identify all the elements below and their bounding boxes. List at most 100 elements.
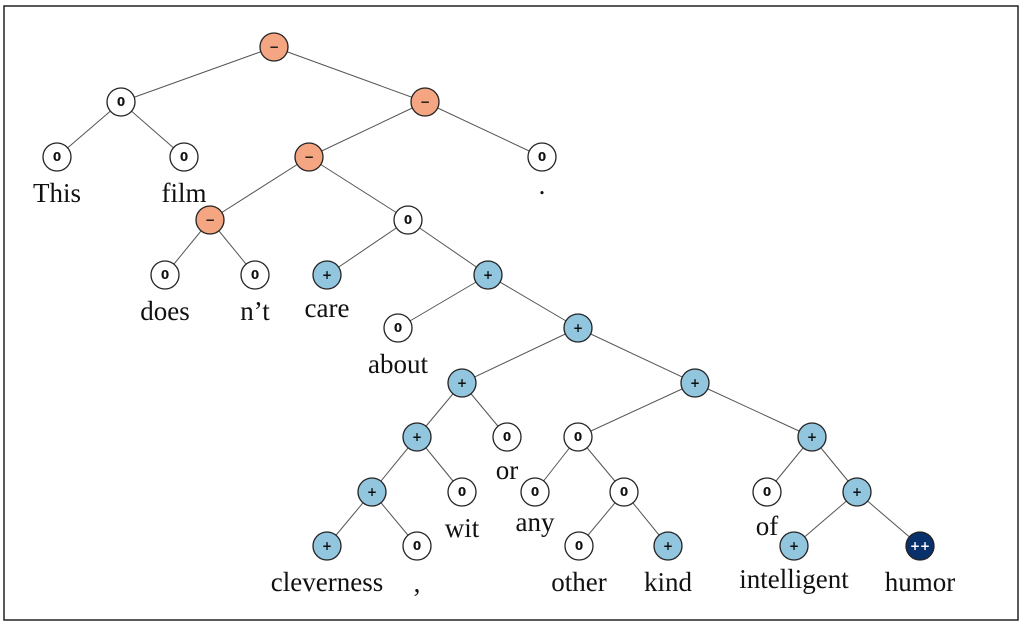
node — [169, 142, 199, 172]
node — [383, 313, 413, 343]
word: wit — [445, 513, 480, 543]
node — [520, 477, 550, 507]
node-label: 0 — [180, 150, 188, 164]
node — [779, 531, 809, 561]
word: other — [551, 567, 606, 597]
word: cleverness — [271, 567, 383, 597]
word: intelligent — [739, 564, 849, 594]
node-label: + — [322, 539, 332, 553]
node-label: + — [852, 485, 862, 499]
node — [752, 477, 782, 507]
node — [609, 477, 639, 507]
node-label: 0 — [161, 268, 169, 282]
edge — [407, 219, 489, 276]
edge — [577, 327, 696, 384]
word: n’t — [240, 296, 270, 326]
node-label: + — [789, 539, 799, 553]
node — [447, 477, 477, 507]
node — [312, 260, 342, 290]
node — [563, 313, 593, 343]
node-label: 0 — [251, 268, 259, 282]
node — [259, 32, 289, 62]
node — [195, 205, 225, 235]
word: any — [516, 507, 555, 537]
node — [42, 142, 72, 172]
edge — [424, 101, 543, 158]
edge — [273, 46, 426, 103]
edge — [487, 274, 579, 329]
node — [312, 531, 342, 561]
node-label: 0 — [117, 95, 125, 109]
node — [564, 531, 594, 561]
node-label: 0 — [404, 213, 412, 227]
node — [527, 142, 557, 172]
node — [473, 260, 503, 290]
node-label: + — [807, 430, 817, 444]
word: about — [368, 349, 428, 379]
node-label: 0 — [413, 539, 421, 553]
node-label: − — [420, 95, 430, 109]
node — [653, 531, 683, 561]
nodes: − 0 0 This 0 film − − 0. − 0 does 0 n’t 0 + care +0 about +… — [33, 32, 956, 598]
word: or — [496, 455, 519, 485]
node — [294, 142, 324, 172]
word: kind — [644, 567, 693, 597]
node — [842, 477, 872, 507]
node-label: 0 — [538, 150, 546, 164]
node-label: − — [269, 40, 279, 54]
word: . — [539, 170, 546, 200]
node-label: 0 — [575, 539, 583, 553]
node-label: + — [690, 376, 700, 390]
word: humor — [885, 567, 956, 597]
node-label: − — [304, 150, 314, 164]
word: care — [305, 293, 350, 323]
node — [905, 531, 935, 561]
node-label: + — [412, 430, 422, 444]
edge — [694, 382, 813, 438]
node — [393, 205, 423, 235]
node-label: + — [663, 539, 673, 553]
frame — [3, 5, 1019, 621]
node — [106, 87, 136, 117]
edge — [461, 327, 579, 384]
node — [563, 422, 593, 452]
node — [447, 368, 477, 398]
edge — [120, 46, 275, 103]
word: This — [33, 178, 81, 208]
edge — [326, 219, 409, 276]
node-label: + — [457, 376, 467, 390]
node-label: + — [367, 485, 377, 499]
edge — [397, 274, 489, 329]
edge — [308, 156, 409, 221]
node-label: 0 — [503, 430, 511, 444]
node-label: 0 — [620, 485, 628, 499]
edge — [308, 101, 426, 158]
node — [410, 87, 440, 117]
node-label: + — [483, 268, 493, 282]
node — [402, 422, 432, 452]
node — [797, 422, 827, 452]
node — [402, 531, 432, 561]
node-label: + — [573, 321, 583, 335]
node — [492, 422, 522, 452]
node-label: 0 — [763, 485, 771, 499]
node-label: 0 — [531, 485, 539, 499]
node-label: + — [322, 268, 332, 282]
node — [357, 477, 387, 507]
node-label: 0 — [53, 150, 61, 164]
node — [680, 368, 710, 398]
node — [240, 260, 270, 290]
node-label: 0 — [458, 485, 466, 499]
node-label: 0 — [574, 430, 582, 444]
node-label: ++ — [910, 539, 930, 553]
word: of — [756, 511, 779, 541]
node-label: − — [205, 213, 215, 227]
word: does — [140, 296, 190, 326]
node-label: 0 — [394, 321, 402, 335]
word: , — [414, 568, 421, 598]
edge — [577, 382, 696, 438]
node — [150, 260, 180, 290]
edge — [209, 156, 310, 221]
word: film — [162, 178, 207, 208]
